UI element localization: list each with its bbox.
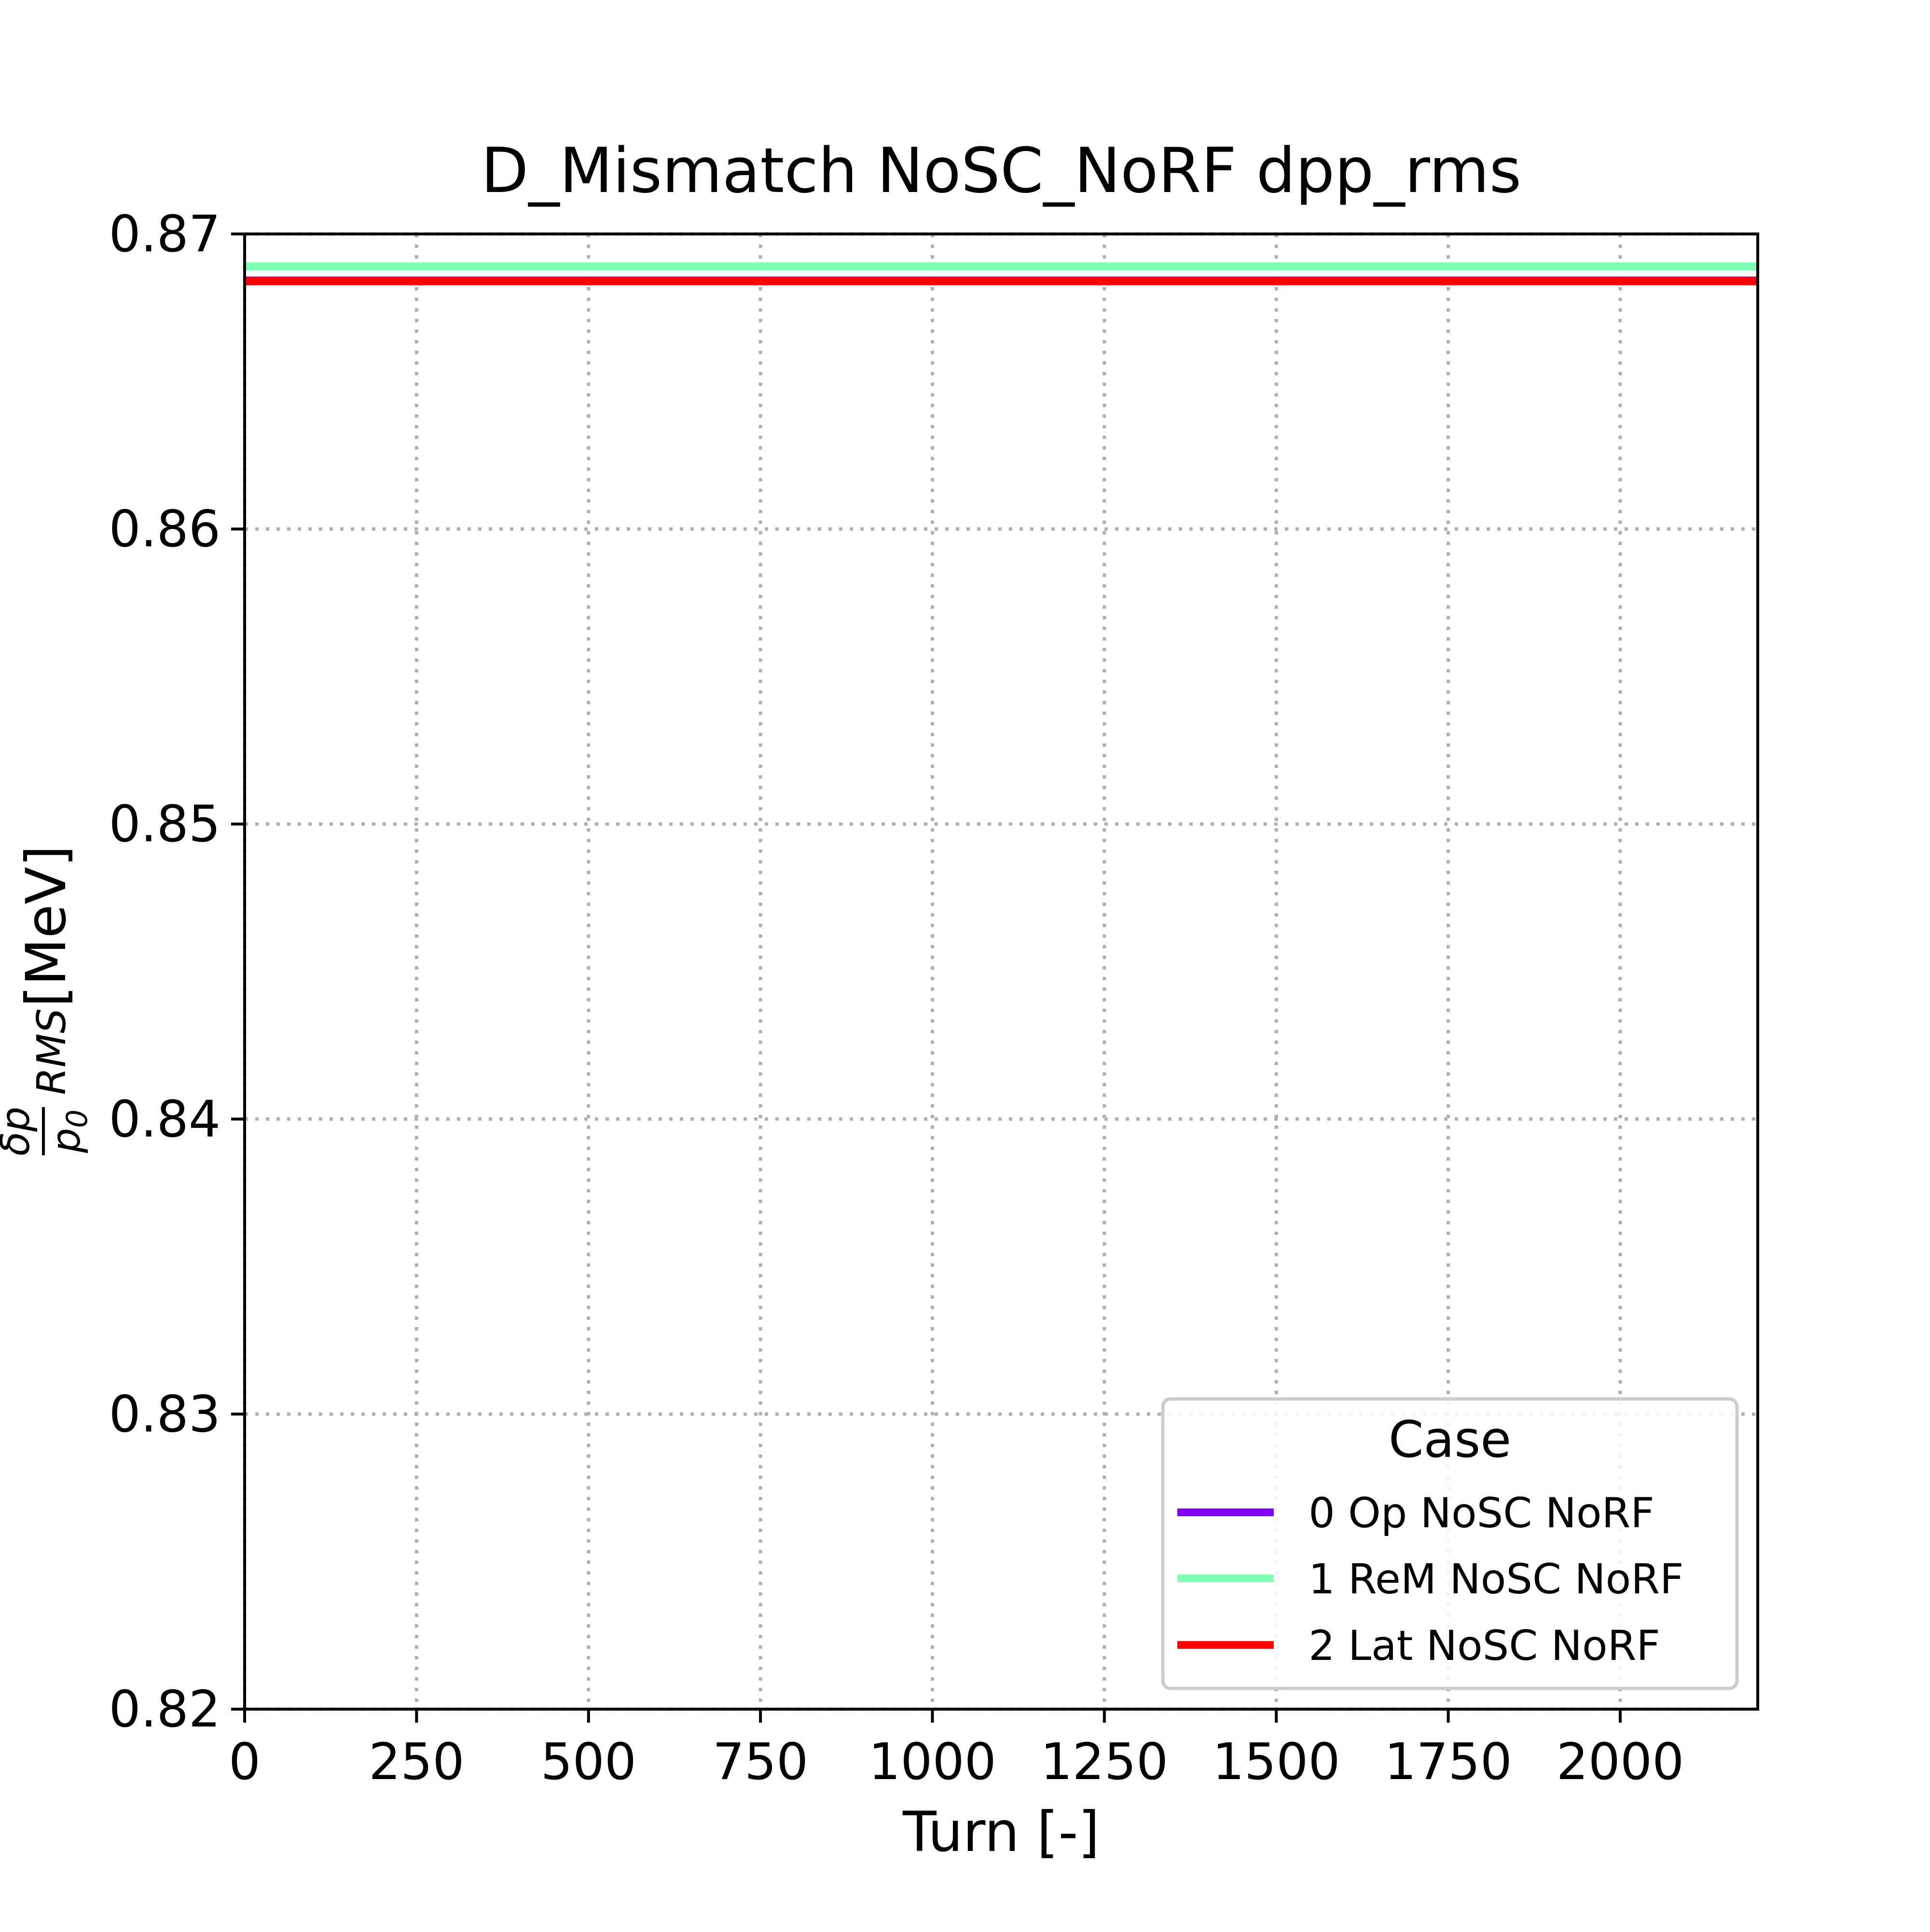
y-axis-label-denominator: p0 <box>43 1110 94 1153</box>
y-axis-ticks: 0.82 0.83 0.84 0.85 0.86 0.87 <box>109 205 245 1739</box>
x-tick-label-4: 1000 <box>868 1732 996 1791</box>
y-axis-label-denominator-subscript: 0 <box>60 1110 94 1128</box>
y-tick-label-5: 0.87 <box>109 205 221 263</box>
y-axis-label-numerator: δp <box>0 1107 39 1156</box>
legend-entries: 0 Op NoSC NoRF 1 ReM NoSC NoRF 2 Lat NoSC … <box>1177 1489 1684 1670</box>
legend-label-0: 0 Op NoSC NoRF <box>1309 1489 1654 1537</box>
x-tick-label-5: 1250 <box>1040 1732 1168 1791</box>
legend-label-2: 2 Lat NoSC NoRF <box>1309 1622 1660 1670</box>
x-tick-label-7: 1750 <box>1384 1732 1512 1791</box>
x-tick-label-6: 1500 <box>1213 1732 1340 1791</box>
x-tick-label-0: 0 <box>229 1732 261 1791</box>
y-axis-label-rms: RMS <box>29 1008 75 1095</box>
legend-box <box>1161 1397 1739 1690</box>
legend: Case 0 Op NoSC NoRF 1 ReM NoSC NoRF 2 Lat … <box>1161 1397 1739 1690</box>
y-tick-label-4: 0.86 <box>109 500 221 559</box>
series-lines <box>245 262 1758 286</box>
x-tick-label-1: 250 <box>369 1732 465 1791</box>
x-tick-label-2: 500 <box>540 1732 636 1791</box>
y-tick-label-0: 0.82 <box>109 1680 221 1739</box>
plot-frame <box>243 233 1759 1711</box>
chart-title: D_Mismatch NoSC_NoRF dpp_rms <box>481 135 1521 207</box>
x-axis-ticks: 0 250 500 750 1000 1250 1500 1750 2000 <box>229 1709 1684 1791</box>
x-tick-label-3: 750 <box>713 1732 809 1791</box>
axes <box>243 233 1759 1711</box>
x-axis-label: Turn [-] <box>902 1800 1100 1864</box>
x-tick-label-8: 2000 <box>1557 1732 1684 1791</box>
legend-title: Case <box>1389 1410 1512 1469</box>
y-tick-label-2: 0.84 <box>109 1090 221 1149</box>
y-axis-label-unit: [MeV] <box>14 845 78 1007</box>
y-tick-label-3: 0.85 <box>109 795 221 853</box>
y-axis-label-denominator-base: p <box>43 1128 89 1153</box>
legend-label-1: 1 ReM NoSC NoRF <box>1309 1555 1684 1603</box>
y-tick-label-1: 0.83 <box>109 1384 221 1443</box>
y-axis-label: δp p0 RMS [MeV] <box>0 845 94 1156</box>
y-axis-label-fraction: δp p0 <box>0 1107 94 1156</box>
